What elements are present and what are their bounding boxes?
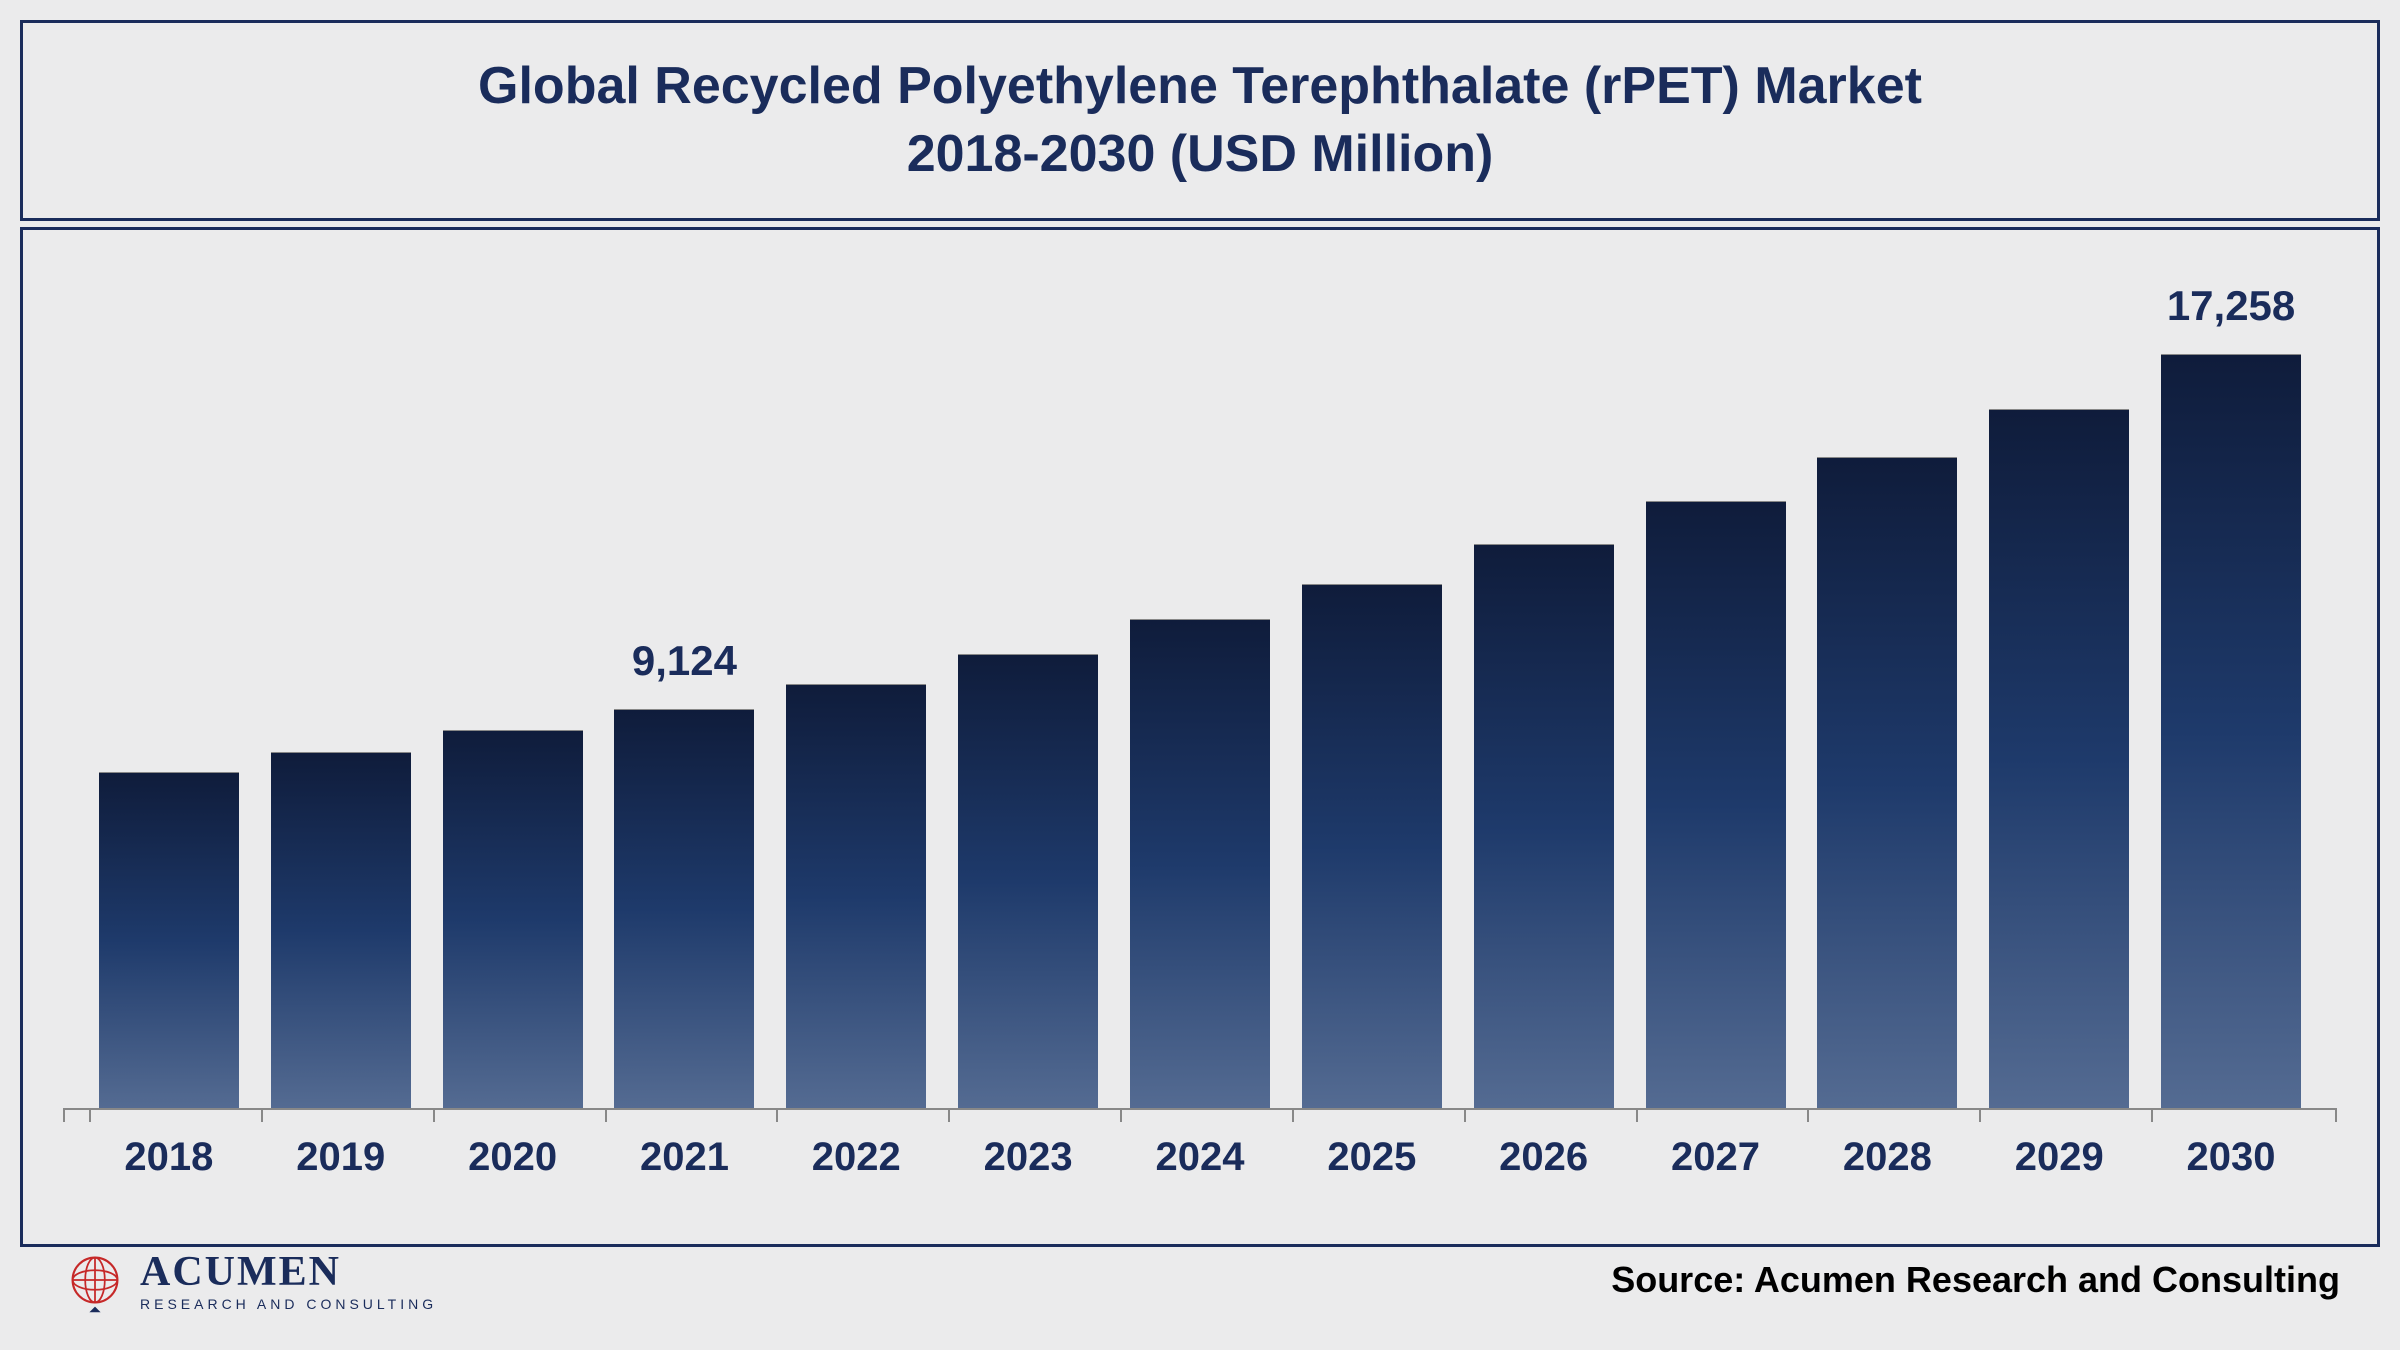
baseline-tick-end [2335,1110,2337,1122]
x-axis-label: 2019 [263,1135,419,1180]
bar-wrapper [91,290,247,1108]
x-axis-label: 2023 [950,1135,1106,1180]
bar [271,752,411,1108]
title-line-1: Global Recycled Polyethylene Terephthala… [478,57,1922,115]
main-container: Global Recycled Polyethylene Terephthala… [0,0,2400,1350]
tick-mark [1636,1110,1638,1122]
tick-mark [1807,1110,1809,1122]
tick-mark [89,1110,91,1122]
x-axis-label: 2029 [1981,1135,2137,1180]
x-axis-label: 2018 [91,1135,247,1180]
tick-mark [1120,1110,1122,1122]
x-axis-label: 2020 [435,1135,591,1180]
bar-wrapper [1638,290,1794,1108]
footer: ACUMEN RESEARCH AND CONSULTING Source: A… [20,1220,2380,1340]
x-axis-label: 2030 [2153,1135,2309,1180]
x-axis-label: 2028 [1809,1135,1965,1180]
x-axis-label: 2021 [607,1135,763,1180]
globe-icon [60,1245,130,1315]
tick-mark [776,1110,778,1122]
bar [786,684,926,1108]
x-axis-label: 2025 [1294,1135,1450,1180]
tick-mark [1464,1110,1466,1122]
source-text: Source: Acumen Research and Consulting [1611,1259,2340,1301]
bar [958,654,1098,1109]
bar [2161,354,2301,1108]
bar-wrapper [1466,290,1622,1108]
bar [99,772,239,1109]
bar-value-label: 9,124 [632,637,737,685]
tick-mark [948,1110,950,1122]
bar-wrapper [950,290,1106,1108]
logo-name: ACUMEN [140,1248,437,1296]
bars-container: 9,124 17,258 [63,290,2337,1110]
bar [1474,544,1614,1108]
tick-mark [261,1110,263,1122]
tick-mark [605,1110,607,1122]
logo-text: ACUMEN RESEARCH AND CONSULTING [140,1248,437,1312]
bar-wrapper [1809,290,1965,1108]
tick-mark [1292,1110,1294,1122]
bar [1302,584,1442,1109]
logo-tagline: RESEARCH AND CONSULTING [140,1296,437,1312]
bar-wrapper: 9,124 [607,290,763,1108]
baseline-tick-start [63,1110,65,1122]
bar-wrapper [1122,290,1278,1108]
bar-wrapper [1294,290,1450,1108]
title-line-2: 2018-2030 (USD Million) [907,125,1494,183]
bar [1130,619,1270,1109]
tick-mark [2151,1110,2153,1122]
bar-wrapper: 17,258 [2153,290,2309,1108]
chart-header: Global Recycled Polyethylene Terephthala… [20,20,2380,221]
x-axis-label: 2027 [1638,1135,1794,1180]
bar-wrapper [263,290,419,1108]
bar-wrapper [778,290,934,1108]
x-axis-label: 2026 [1466,1135,1622,1180]
bar [1646,501,1786,1109]
bar [614,709,754,1108]
x-axis-label: 2022 [778,1135,934,1180]
x-axis-labels: 2018 2019 2020 2021 2022 2023 2024 2025 2026 2027… [63,1110,2337,1180]
bar-value-label: 17,258 [2167,282,2295,330]
chart-title: Global Recycled Polyethylene Terephthala… [63,53,2337,188]
bar [1989,409,2129,1108]
tick-mark [1979,1110,1981,1122]
bar-wrapper [1981,290,2137,1108]
bar-wrapper [435,290,591,1108]
x-axis-label: 2024 [1122,1135,1278,1180]
tick-mark [433,1110,435,1122]
chart-area: 9,124 17,258 2018 2019 2020 2021 2022 2023 2024… [20,227,2380,1247]
logo: ACUMEN RESEARCH AND CONSULTING [60,1245,437,1315]
bar [1817,457,1957,1108]
bar [443,730,583,1108]
